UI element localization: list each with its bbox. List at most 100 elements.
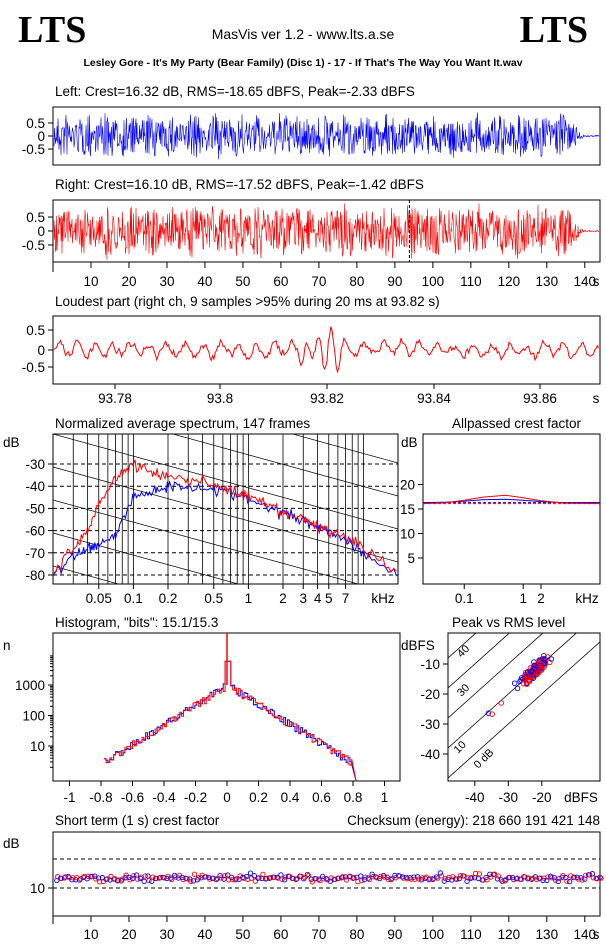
- left-waveform: [53, 112, 600, 160]
- ytick-right: -0.5: [22, 238, 45, 253]
- ylabel-peakrms: dBFS: [401, 638, 435, 653]
- crest-point: [119, 876, 126, 882]
- crest-point: [437, 870, 444, 876]
- xtick-time: 140: [574, 274, 597, 289]
- peak-rms-point: [520, 680, 527, 687]
- crest-point: [85, 873, 91, 879]
- xtick-allpass: 1: [519, 591, 527, 606]
- crest-point: [251, 873, 257, 879]
- crest-point: [446, 874, 452, 881]
- crest-point: [267, 874, 274, 881]
- title-histogram: Histogram, "bits": 15.1/15.3: [55, 615, 218, 630]
- xunit-loudest: s: [593, 391, 600, 406]
- xtick-histogram: 0.8: [344, 790, 363, 805]
- crest-point: [323, 876, 330, 882]
- crest-point: [507, 874, 513, 881]
- crest-point: [133, 872, 140, 878]
- peak-rms-point: [531, 659, 537, 665]
- lts-logo-left: LTS: [18, 9, 87, 51]
- crest-point: [430, 876, 436, 883]
- peak-rms-point: [485, 710, 492, 716]
- xtick-time: 130: [536, 274, 559, 289]
- crest-point: [305, 873, 312, 879]
- xtick-spectrum: 7: [342, 591, 350, 606]
- crest-point: [566, 879, 573, 885]
- crest-point: [282, 877, 288, 883]
- crest-point: [283, 874, 289, 880]
- crest-point: [384, 874, 390, 880]
- crest-point: [304, 871, 311, 878]
- crest-point: [252, 878, 258, 884]
- xtick-shortcrest: 60: [273, 927, 288, 942]
- diag-label: 40: [455, 643, 472, 660]
- app-title: MasVis ver 1.2 - www.lts.a.se: [211, 26, 395, 42]
- peak-rms-point: [489, 711, 495, 717]
- xtick-time: 80: [349, 274, 364, 289]
- crest-point: [480, 877, 486, 883]
- crest-point: [142, 873, 148, 879]
- ytick-spectrum: -40: [25, 479, 45, 494]
- crest-point: [339, 875, 345, 881]
- xtick-shortcrest: 110: [460, 927, 482, 942]
- crest-point: [340, 874, 346, 880]
- crest-point: [488, 874, 494, 880]
- crest-point: [435, 875, 441, 881]
- crest-point: [145, 873, 151, 879]
- crest-point: [544, 877, 550, 884]
- crest-point: [244, 873, 250, 880]
- plot-loudest: [52, 315, 601, 385]
- title-spectrum: Normalized average spectrum, 147 frames: [55, 416, 310, 431]
- crest-point: [213, 876, 219, 883]
- crest-point: [127, 877, 133, 883]
- xtick-histogram: -0.2: [184, 790, 207, 805]
- crest-point: [184, 875, 190, 882]
- crest-point: [427, 876, 433, 882]
- xtick-loudest: 93.8: [207, 391, 233, 406]
- xtick-loudest: 93.82: [310, 391, 344, 406]
- crest-point: [89, 873, 95, 879]
- xtick-loudest: 93.78: [98, 391, 132, 406]
- crest-point: [563, 874, 569, 881]
- crest-point: [484, 877, 490, 883]
- crest-point: [180, 876, 186, 883]
- ytick-allpass: 5: [407, 551, 415, 566]
- xtick-shortcrest: 120: [498, 927, 521, 942]
- xtick-histogram: 0: [223, 790, 231, 805]
- title-shortcrest: Short term (1 s) crest factor: [55, 813, 220, 828]
- crest-point: [65, 873, 71, 880]
- ytick-allpass: 15: [400, 502, 415, 517]
- xunit-spectrum: kHz: [371, 591, 394, 606]
- ytick-left: 0.5: [26, 116, 45, 131]
- crest-point: [389, 875, 395, 882]
- xtick-spectrum: 0.5: [204, 591, 223, 606]
- xtick-shortcrest: 100: [422, 927, 445, 942]
- crest-point: [495, 873, 502, 879]
- peak-rms-point: [498, 700, 505, 706]
- crest-point: [518, 876, 524, 882]
- crest-point: [426, 877, 432, 883]
- slope-line: [53, 499, 360, 584]
- ytick-spectrum: -50: [25, 501, 45, 516]
- crest-point: [104, 876, 110, 882]
- xtick-time: 60: [273, 274, 288, 289]
- crest-point: [221, 876, 227, 882]
- crest-point: [388, 877, 394, 883]
- ytick-loudest: 0: [37, 343, 45, 358]
- peak-rms-point: [531, 662, 538, 669]
- crest-point: [77, 876, 84, 882]
- crest-point: [203, 874, 209, 880]
- plot-peakrms: [447, 632, 601, 782]
- crest-point: [146, 877, 152, 884]
- crest-point: [290, 875, 296, 882]
- crest-point: [438, 873, 445, 879]
- xtick-histogram: -1: [63, 790, 75, 805]
- ytick-peakrms: -30: [420, 717, 440, 732]
- peak-rms-point: [548, 656, 555, 662]
- crest-point: [225, 872, 231, 878]
- xtick-peakrms: -40: [465, 790, 485, 805]
- peak-rms-point: [532, 665, 538, 672]
- crest-point: [464, 878, 470, 884]
- peak-rms-point: [547, 659, 553, 666]
- ytick-spectrum: -70: [25, 546, 45, 561]
- crest-point: [279, 876, 285, 882]
